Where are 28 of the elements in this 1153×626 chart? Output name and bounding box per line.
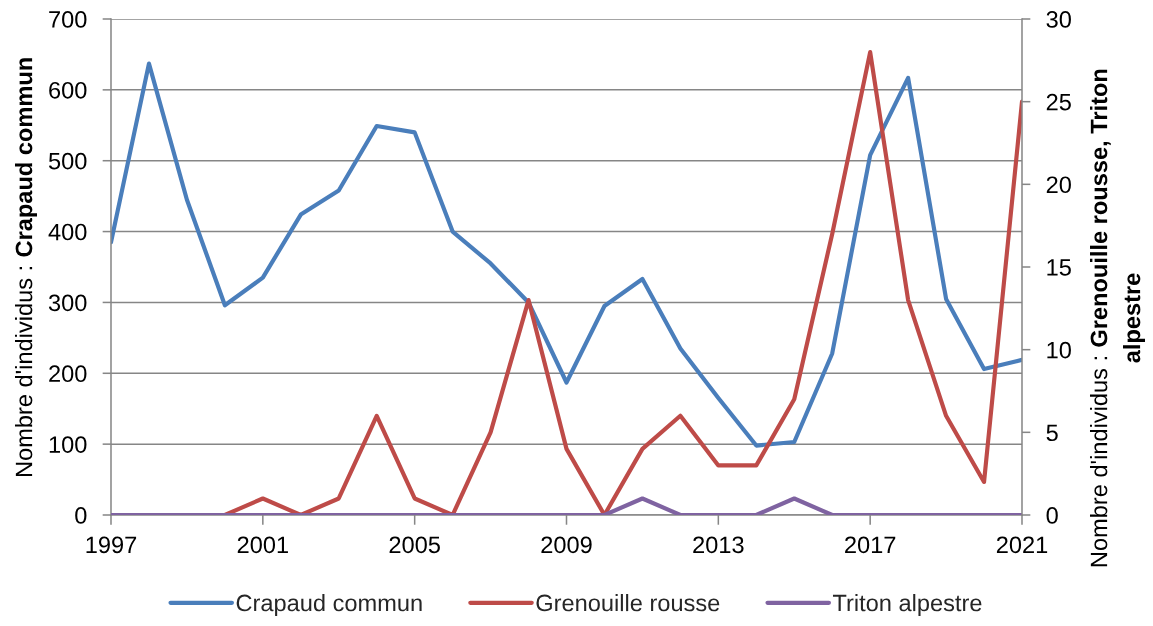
- y2-tick-label: 25: [1046, 93, 1071, 111]
- y2-tick-label: 0: [1046, 507, 1058, 524]
- y-axis-title: Nombre d'individus : Crapaud commun: [15, 58, 38, 477]
- y2-tick-label: 30: [1046, 11, 1071, 28]
- y-tick-label: 300: [48, 294, 87, 312]
- x-tick-label: 2013: [693, 536, 744, 554]
- y2-tick-label: 5: [1046, 424, 1058, 442]
- y2-axis-title: Nombre d'individus : Grenouille rousse, Triton alpestre: [1089, 69, 1146, 567]
- y-tick-label: 600: [49, 81, 87, 99]
- y-tick-label: 100: [49, 436, 87, 453]
- x-tick-label: 2001: [237, 536, 288, 554]
- y2-tick-label: 20: [1046, 176, 1071, 194]
- x-tick-label: 2017: [845, 536, 896, 554]
- y-tick-label: 400: [48, 223, 87, 241]
- y-tick-label: 500: [48, 152, 87, 170]
- y2-tick-label: 10: [1047, 341, 1071, 359]
- y-tick-label: 200: [49, 365, 87, 383]
- line-series: [222, 49, 1022, 515]
- legend-label: Grenouille rousse: [536, 593, 720, 612]
- x-tick-label: 2009: [541, 536, 592, 554]
- x-tick-label: 1997: [86, 536, 137, 554]
- legend-label: Triton alpestre: [832, 593, 982, 617]
- legend-label: Crapaud commun: [236, 593, 422, 617]
- y2-tick-label: 15: [1047, 259, 1071, 276]
- x-tick-label: 2021: [996, 536, 1048, 554]
- y-tick-label: 0: [75, 507, 87, 524]
- x-tick-label: 2005: [389, 536, 440, 554]
- y-tick-label: 700: [49, 11, 87, 28]
